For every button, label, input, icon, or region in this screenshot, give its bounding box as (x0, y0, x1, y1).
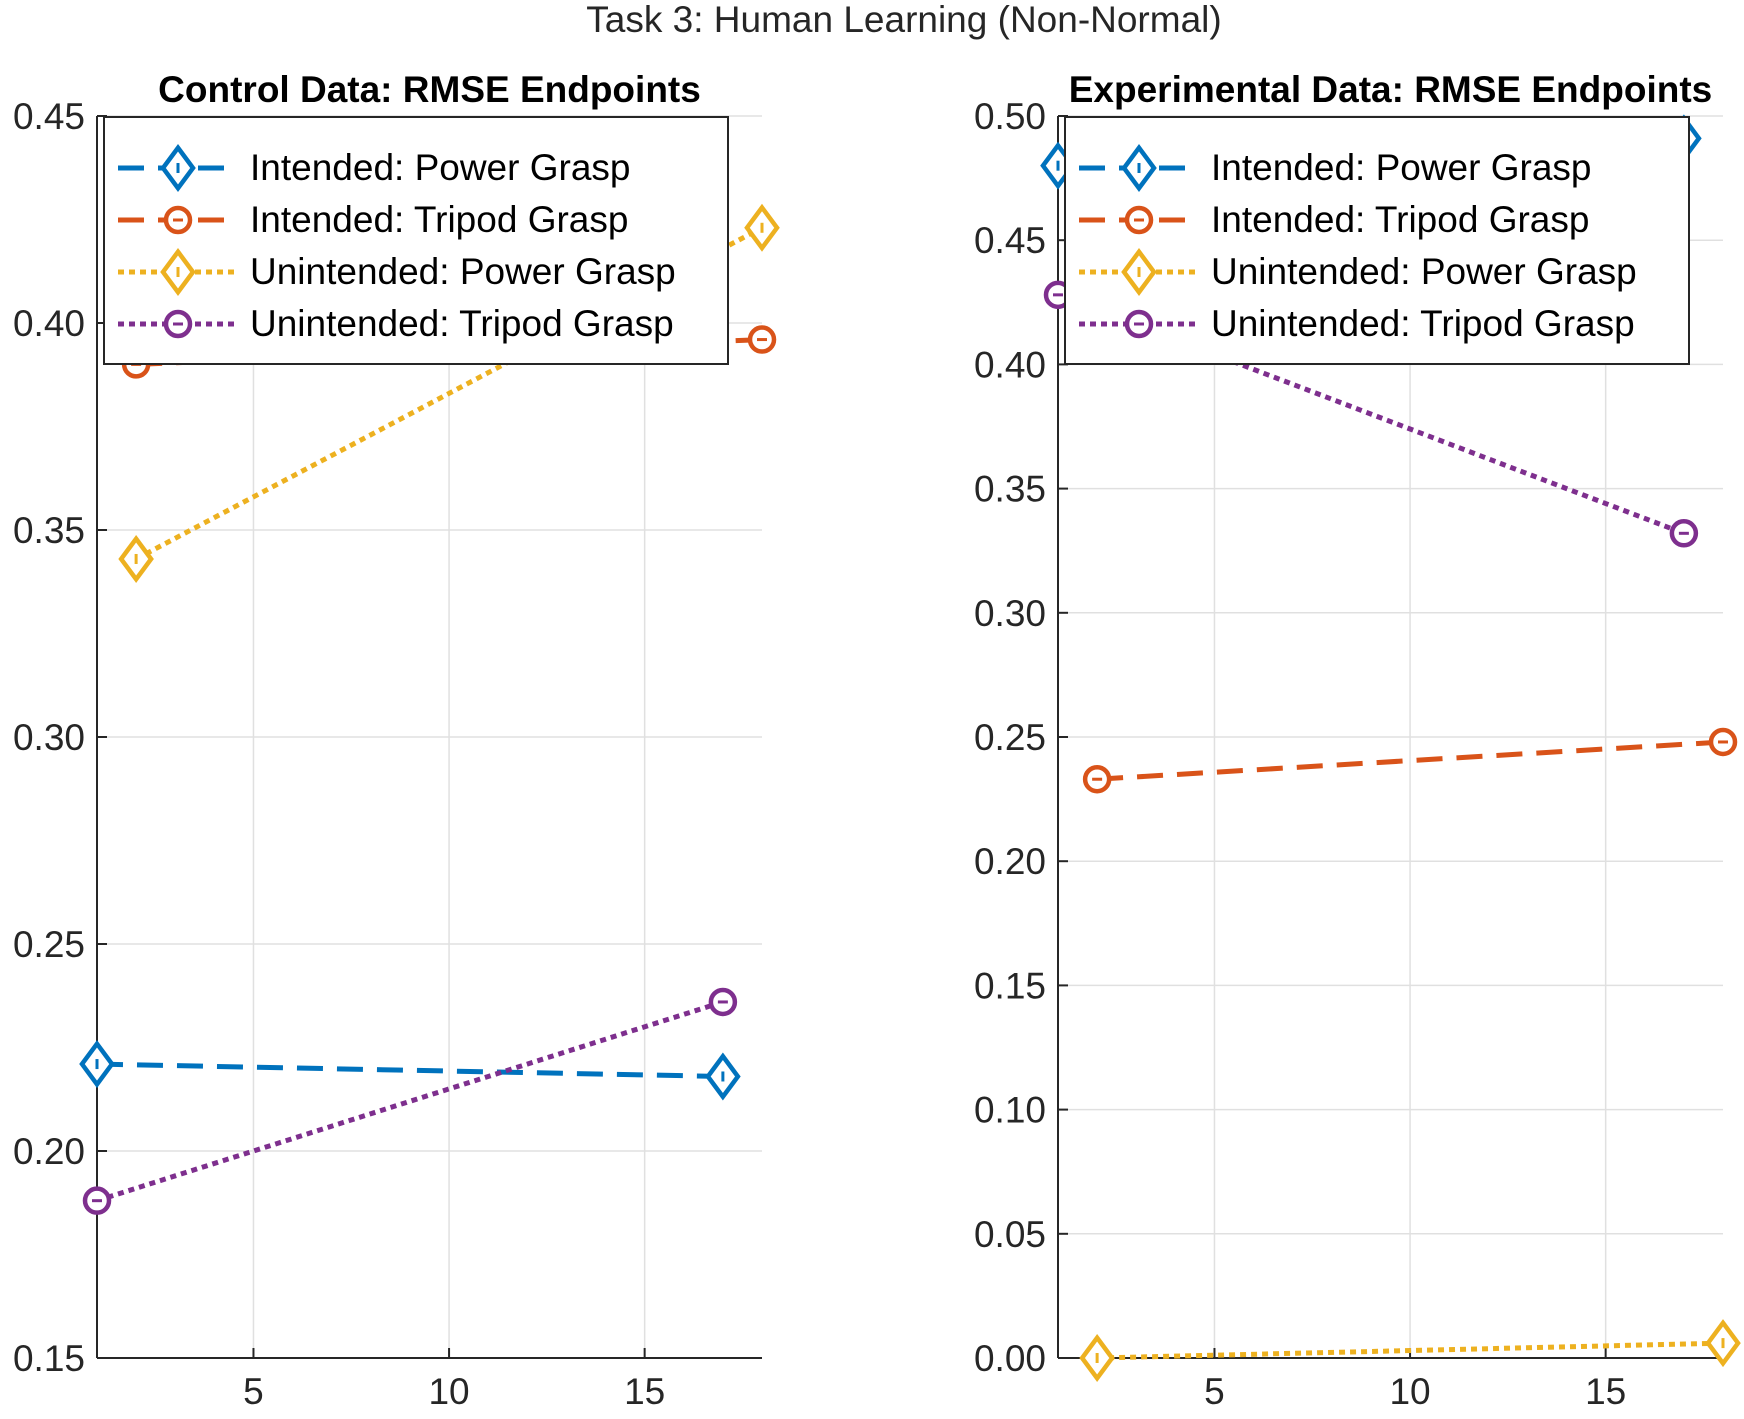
y-tick-label: 0.45 (13, 96, 85, 137)
y-tick-label: 0.25 (13, 924, 85, 965)
legend-label: Intended: Power Grasp (250, 147, 631, 188)
y-tick-label: 0.35 (13, 510, 85, 551)
y-tick-label: 0.45 (974, 220, 1046, 261)
y-tick-label: 0.10 (974, 1090, 1046, 1131)
y-tick-label: 0.50 (974, 96, 1046, 137)
y-tick-label: 0.05 (974, 1214, 1046, 1255)
y-tick-label: 0.15 (974, 965, 1046, 1006)
x-tick-label: 5 (1204, 1371, 1225, 1412)
x-tick-label: 15 (1585, 1371, 1626, 1412)
series-line (1097, 1340, 1724, 1361)
legend-label: Intended: Tripod Grasp (1211, 199, 1589, 240)
y-tick-label: 0.00 (974, 1338, 1046, 1379)
x-tick-label: 10 (1389, 1371, 1430, 1412)
y-tick-label: 0.25 (974, 717, 1046, 758)
experimental-chart-panel: Experimental Data: RMSE Endpoints 0.00 0.0… (974, 69, 1741, 1412)
legend-label: Unintended: Power Grasp (1211, 251, 1637, 292)
y-tick-label: 0.35 (974, 469, 1046, 510)
panel-title: Control Data: RMSE Endpoints (158, 69, 701, 110)
x-tick-label: 5 (243, 1371, 264, 1412)
legend-label: Unintended: Power Grasp (250, 251, 676, 292)
y-tick-label: 0.20 (974, 841, 1046, 882)
y-tick-label: 0.15 (13, 1338, 85, 1379)
panel-title: Experimental Data: RMSE Endpoints (1069, 69, 1713, 110)
legend-label: Unintended: Tripod Grasp (1211, 303, 1635, 344)
y-tick-label: 0.40 (13, 303, 85, 344)
x-tick-label: 15 (624, 1371, 665, 1412)
y-tick-label: 0.30 (974, 593, 1046, 634)
figure-title: Task 3: Human Learning (Non-Normal) (586, 0, 1221, 40)
legend-label: Intended: Power Grasp (1211, 147, 1592, 188)
y-tick-label: 0.30 (13, 717, 85, 758)
x-tick-label: 10 (428, 1371, 469, 1412)
control-chart-panel: Control Data: RMSE Endpoints 0.15 0.20 0.25… (13, 69, 780, 1412)
series-line (96, 999, 724, 1204)
series-line (1096, 739, 1724, 782)
y-tick-label: 0.40 (974, 344, 1046, 385)
series-line (134, 225, 764, 562)
legend-label: Unintended: Tripod Grasp (250, 303, 674, 344)
series-line (96, 1061, 723, 1079)
legend-label: Intended: Tripod Grasp (250, 199, 628, 240)
y-tick-label: 0.20 (13, 1131, 85, 1172)
